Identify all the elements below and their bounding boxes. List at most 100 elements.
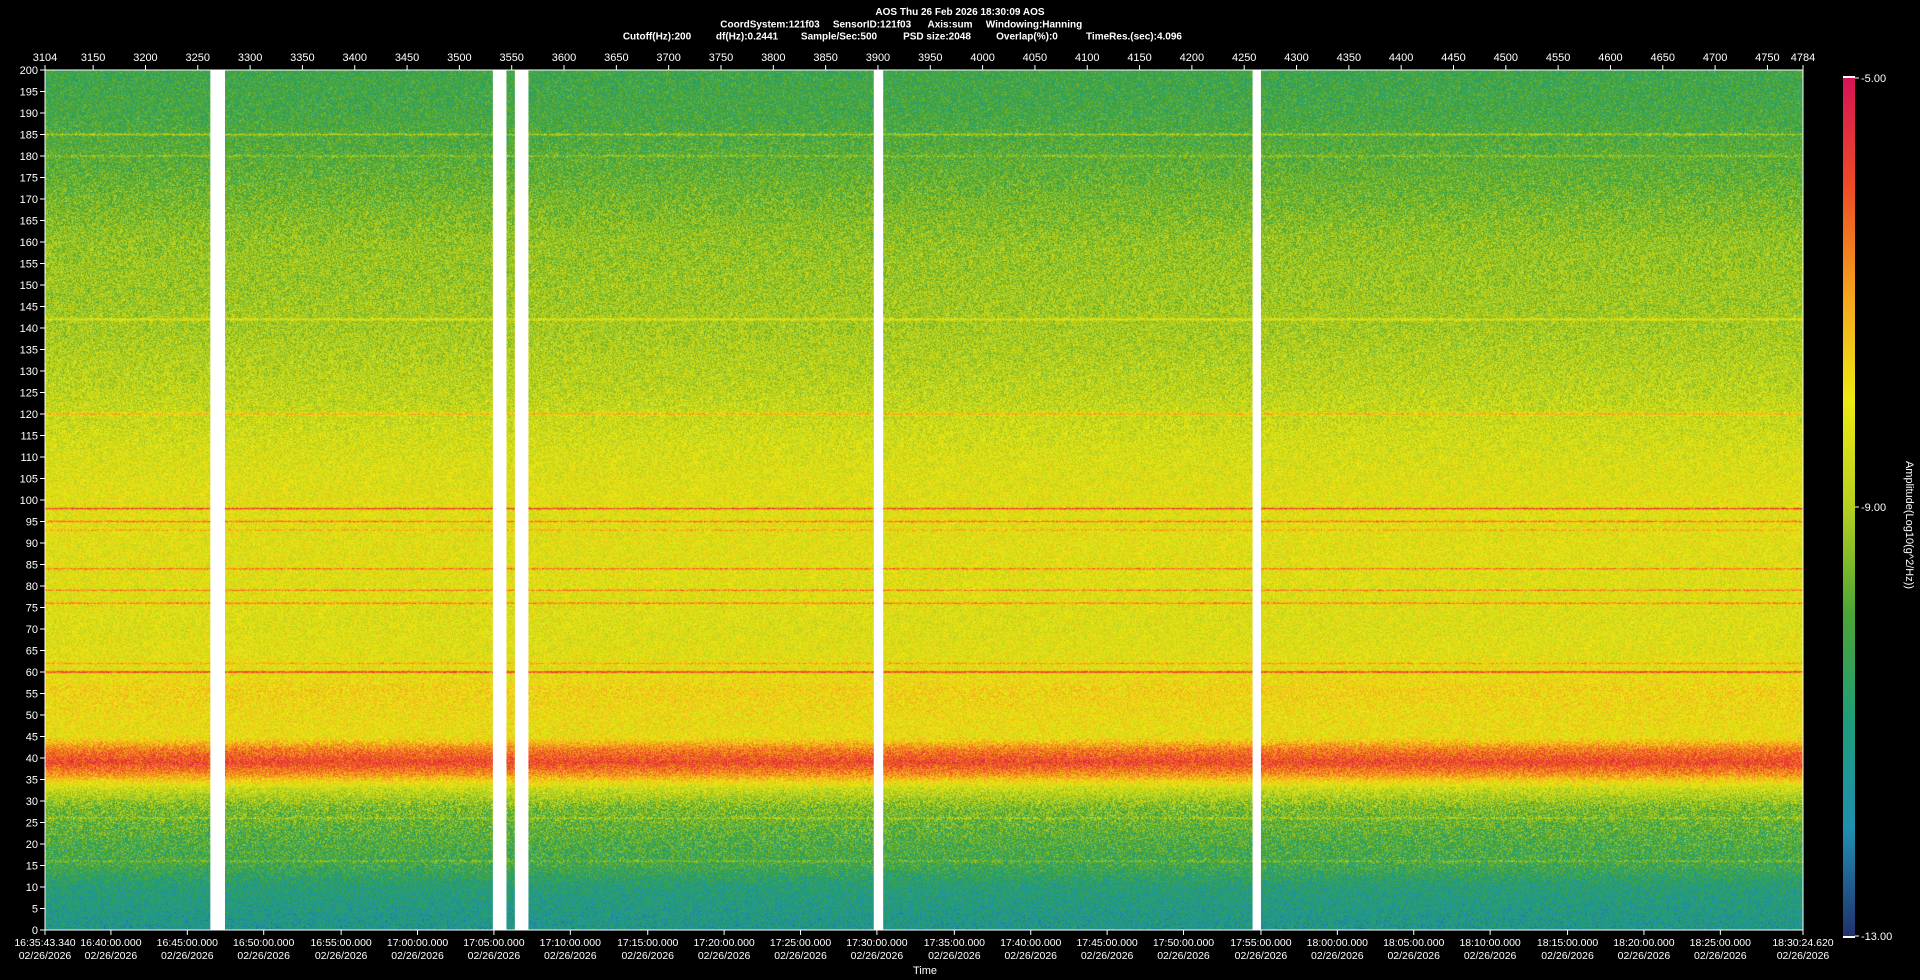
colorbar-tick-label: -5.00 xyxy=(1861,73,1886,85)
y-tick-label: 15 xyxy=(26,861,38,873)
chart-header: AOS Thu 26 Feb 2026 18:30:09 AOS CoordSy… xyxy=(623,7,1183,43)
y-tick-label: 140 xyxy=(20,323,38,335)
date-tick-label: 02/26/2026 xyxy=(1311,950,1364,962)
top-tick-label: 4650 xyxy=(1651,52,1675,64)
top-tick-label: 3450 xyxy=(395,52,419,64)
top-tick-label: 4350 xyxy=(1337,52,1361,64)
header-item-coord-system: CoordSystem:121f03 xyxy=(720,20,820,31)
header-item-cutoff: Cutoff(Hz):200 xyxy=(623,32,692,43)
x-axis-title: Time xyxy=(913,965,937,977)
time-tick-label: 18:20:00.000 xyxy=(1613,937,1674,949)
header-item-time-resolution: TimeRes.(sec):4.096 xyxy=(1086,32,1182,43)
top-tick-label: 3150 xyxy=(81,52,105,64)
date-tick-label: 02/26/2026 xyxy=(621,950,674,962)
top-tick-label: 4100 xyxy=(1075,52,1099,64)
header-item-axis: Axis:sum xyxy=(927,20,972,31)
top-tick-label: 3800 xyxy=(761,52,785,64)
top-tick-label: 3850 xyxy=(813,52,837,64)
top-tick-label: 3300 xyxy=(238,52,262,64)
time-tick-label: 16:55:00.000 xyxy=(310,937,371,949)
time-tick-label: 16:45:00.000 xyxy=(157,937,218,949)
data-gap xyxy=(514,70,529,930)
header-item-overlap: Overlap(%):0 xyxy=(996,32,1058,43)
date-tick-label: 02/26/2026 xyxy=(1235,950,1288,962)
date-tick-label: 02/26/2026 xyxy=(237,950,290,962)
date-tick-label: 02/26/2026 xyxy=(1777,950,1830,962)
top-tick-label: 3500 xyxy=(447,52,471,64)
data-gap xyxy=(1252,70,1261,930)
time-tick-label: 18:10:00.000 xyxy=(1459,937,1520,949)
top-tick-label: 4200 xyxy=(1180,52,1204,64)
colorbar-gradient xyxy=(1843,78,1855,936)
top-tick-label: 3600 xyxy=(552,52,576,64)
spectrogram-plot xyxy=(45,70,1803,930)
y-tick-label: 65 xyxy=(26,646,38,658)
date-tick-label: 02/26/2026 xyxy=(468,950,521,962)
y-tick-label: 185 xyxy=(20,130,38,142)
y-tick-label: 170 xyxy=(20,194,38,206)
y-tick-label: 90 xyxy=(26,538,38,550)
time-tick-label: 17:15:00.000 xyxy=(617,937,678,949)
date-tick-label: 02/26/2026 xyxy=(1541,950,1594,962)
colorbar-title: Amplitude(Log10(g^2/Hz)) xyxy=(1903,461,1915,589)
y-tick-label: 150 xyxy=(20,280,38,292)
y-tick-label: 40 xyxy=(26,753,38,765)
y-tick-label: 130 xyxy=(20,366,38,378)
top-tick-label: 3250 xyxy=(186,52,210,64)
header-title: AOS Thu 26 Feb 2026 18:30:09 AOS xyxy=(875,7,1044,18)
y-tick-label: 160 xyxy=(20,237,38,249)
y-tick-label: 75 xyxy=(26,603,38,615)
top-tick-label: 3350 xyxy=(290,52,314,64)
y-tick-label: 20 xyxy=(26,839,38,851)
top-tick-label: 3650 xyxy=(604,52,628,64)
time-tick-label: 18:30:24.620 xyxy=(1772,937,1833,949)
header-item-df: df(Hz):0.2441 xyxy=(716,32,779,43)
date-tick-label: 02/26/2026 xyxy=(1004,950,1057,962)
top-tick-label: 3200 xyxy=(133,52,157,64)
date-tick-label: 02/26/2026 xyxy=(1694,950,1747,962)
top-tick-label: 3900 xyxy=(866,52,890,64)
colorbar-cap-top xyxy=(1843,76,1855,78)
y-tick-label: 85 xyxy=(26,560,38,572)
top-tick-label: 4600 xyxy=(1598,52,1622,64)
y-tick-label: 25 xyxy=(26,818,38,830)
date-tick-label: 02/26/2026 xyxy=(85,950,138,962)
date-tick-label: 02/26/2026 xyxy=(391,950,444,962)
time-tick-label: 17:45:00.000 xyxy=(1076,937,1137,949)
time-tick-label: 17:35:00.000 xyxy=(924,937,985,949)
top-tick-label: 4050 xyxy=(1023,52,1047,64)
time-tick-label: 17:55:00.000 xyxy=(1230,937,1291,949)
colorbar-cap-bottom xyxy=(1843,936,1855,938)
top-tick-label: 4550 xyxy=(1546,52,1570,64)
colorbar-tick-label: -9.00 xyxy=(1861,502,1886,514)
y-tick-label: 105 xyxy=(20,474,38,486)
top-tick-label: 4700 xyxy=(1703,52,1727,64)
y-tick-label: 50 xyxy=(26,710,38,722)
time-tick-label: 16:50:00.000 xyxy=(233,937,294,949)
y-tick-label: 0 xyxy=(32,925,38,937)
colorbar-tick-label: -13.00 xyxy=(1861,931,1892,943)
time-tick-label: 18:15:00.000 xyxy=(1537,937,1598,949)
date-tick-label: 02/26/2026 xyxy=(1618,950,1671,962)
top-tick-label: 4250 xyxy=(1232,52,1256,64)
y-tick-label: 120 xyxy=(20,409,38,421)
y-tick-label: 95 xyxy=(26,517,38,529)
spectrogram-image xyxy=(45,70,1803,930)
time-tick-label: 17:50:00.000 xyxy=(1153,937,1214,949)
y-tick-label: 195 xyxy=(20,87,38,99)
time-tick-label: 17:00:00.000 xyxy=(387,937,448,949)
date-tick-label: 02/26/2026 xyxy=(1387,950,1440,962)
top-tick-label: 4784 xyxy=(1791,52,1815,64)
top-tick-label: 4500 xyxy=(1494,52,1518,64)
data-gap xyxy=(492,70,507,930)
top-tick-label: 3104 xyxy=(33,52,57,64)
time-tick-label: 17:40:00.000 xyxy=(1000,937,1061,949)
y-tick-label: 165 xyxy=(20,216,38,228)
y-tick-label: 190 xyxy=(20,108,38,120)
date-tick-label: 02/26/2026 xyxy=(1081,950,1134,962)
top-tick-label: 4000 xyxy=(970,52,994,64)
top-tick-label: 4300 xyxy=(1284,52,1308,64)
y-tick-label: 125 xyxy=(20,388,38,400)
date-tick-label: 02/26/2026 xyxy=(1157,950,1210,962)
top-tick-label: 3750 xyxy=(709,52,733,64)
